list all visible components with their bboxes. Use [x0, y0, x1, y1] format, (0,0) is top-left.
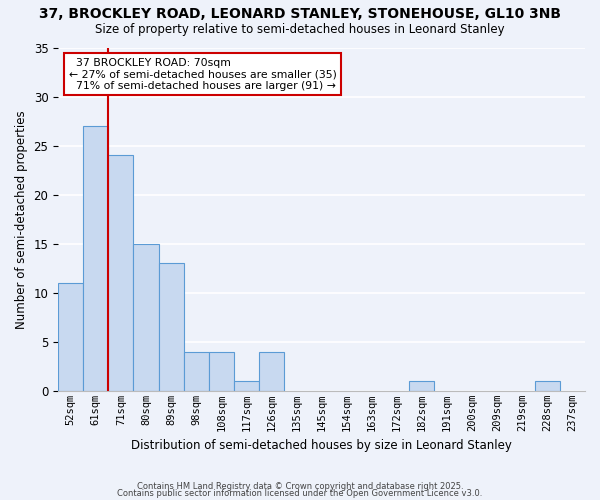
- Bar: [259, 352, 284, 391]
- Bar: [58, 283, 83, 391]
- Text: 37 BROCKLEY ROAD: 70sqm  
← 27% of semi-detached houses are smaller (35)
  71% o: 37 BROCKLEY ROAD: 70sqm ← 27% of semi-de…: [68, 58, 337, 91]
- Text: 37, BROCKLEY ROAD, LEONARD STANLEY, STONEHOUSE, GL10 3NB: 37, BROCKLEY ROAD, LEONARD STANLEY, STON…: [39, 8, 561, 22]
- Bar: [83, 126, 109, 391]
- Bar: [184, 352, 209, 391]
- Bar: [209, 352, 234, 391]
- Bar: [109, 156, 133, 391]
- Text: Contains public sector information licensed under the Open Government Licence v3: Contains public sector information licen…: [118, 490, 482, 498]
- Bar: [234, 381, 259, 391]
- Text: Contains HM Land Registry data © Crown copyright and database right 2025.: Contains HM Land Registry data © Crown c…: [137, 482, 463, 491]
- Bar: [409, 381, 434, 391]
- Bar: [535, 381, 560, 391]
- Bar: [133, 244, 158, 391]
- Bar: [158, 264, 184, 391]
- X-axis label: Distribution of semi-detached houses by size in Leonard Stanley: Distribution of semi-detached houses by …: [131, 440, 512, 452]
- Y-axis label: Number of semi-detached properties: Number of semi-detached properties: [15, 110, 28, 328]
- Text: Size of property relative to semi-detached houses in Leonard Stanley: Size of property relative to semi-detach…: [95, 22, 505, 36]
